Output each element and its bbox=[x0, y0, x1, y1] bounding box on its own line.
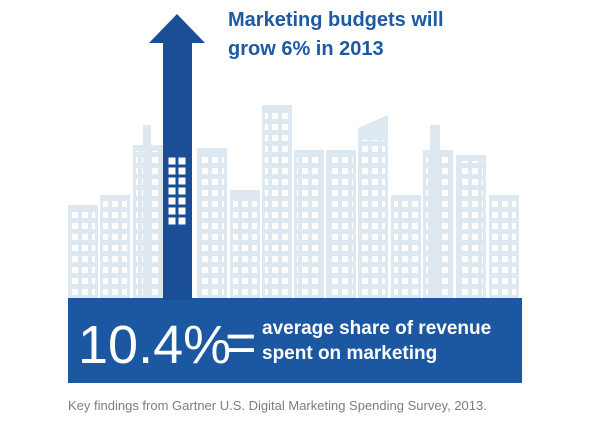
building bbox=[143, 125, 151, 300]
headline-line: Marketing budgets will bbox=[228, 9, 444, 31]
banner bbox=[68, 298, 522, 383]
windows bbox=[200, 154, 224, 296]
windows bbox=[233, 196, 257, 296]
caption: Key findings from Gartner U.S. Digital M… bbox=[68, 398, 487, 413]
building bbox=[430, 125, 440, 300]
skyline bbox=[68, 105, 519, 300]
headline-line: grow 6% in 2013 bbox=[228, 38, 384, 60]
windows bbox=[297, 156, 321, 296]
equals: = bbox=[225, 313, 257, 373]
roof bbox=[358, 115, 388, 140]
windows bbox=[71, 211, 95, 296]
banner-line: spent on marketing bbox=[262, 343, 437, 364]
stat: 10.4% bbox=[78, 315, 231, 375]
banner-line: average share of revenue bbox=[262, 318, 491, 339]
windows bbox=[265, 111, 289, 296]
windows bbox=[329, 156, 353, 296]
windows bbox=[459, 161, 483, 296]
windows bbox=[103, 201, 127, 296]
windows bbox=[492, 201, 516, 296]
windows bbox=[361, 134, 385, 296]
arrow bbox=[149, 14, 205, 300]
windows bbox=[394, 201, 418, 296]
